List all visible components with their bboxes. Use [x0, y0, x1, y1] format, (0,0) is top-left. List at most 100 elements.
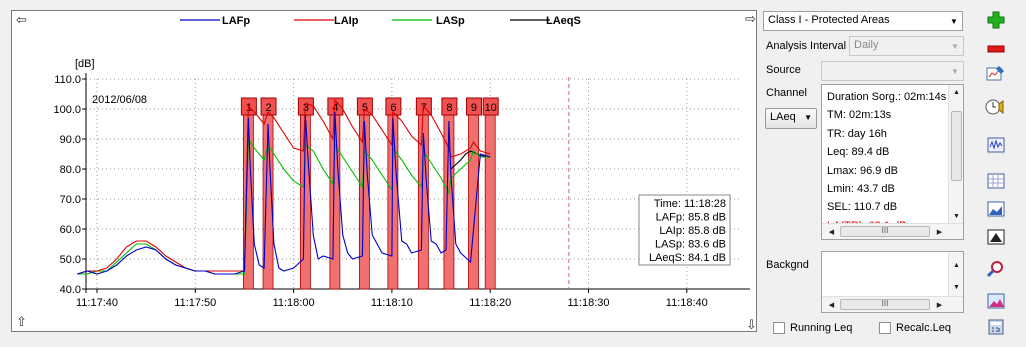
scroll-thumb-h[interactable]: III [840, 299, 930, 310]
class-select-value: Class I - Protected Areas [768, 14, 890, 26]
backgnd-hscroll[interactable]: ◀ III ▶ [822, 296, 963, 312]
source-label: Source [766, 64, 801, 76]
x-tick-label: 11:18:40 [666, 297, 708, 309]
y-axis: 110.0 100.0 90.0 80.0 70.0 60.0 50.0 40.0 [53, 74, 86, 296]
channel-button[interactable]: LAeq ▼ [765, 108, 817, 129]
chart-panel[interactable]: LAFp LAIp LASp LAeqS [dB] 110.0 100.0 90.0 80.… [11, 10, 757, 332]
event-marker-flag[interactable] [465, 97, 482, 116]
y-tick-label: 100.0 [53, 104, 81, 116]
channel-button-label: LAeq [770, 111, 796, 123]
backgnd-label: Backgnd [766, 259, 809, 271]
event-marker-flag[interactable] [356, 97, 373, 116]
source-select[interactable]: ▼ [821, 61, 964, 81]
stat-line: Lmin: 43.7 dB [827, 183, 895, 196]
analysis-interval-select[interactable]: Daily ▼ [849, 36, 964, 56]
y-tick-label: 60.0 [60, 224, 81, 236]
remove-icon[interactable] [984, 38, 1008, 60]
checkbox-box[interactable] [773, 322, 785, 334]
event-marker-flag[interactable] [482, 97, 499, 116]
event-markers[interactable]: 1 2 3 4 5 6 7 8 9 10 [240, 97, 499, 290]
tooltip-lasp: LASp: 83.6 dB [655, 239, 726, 251]
grid-chart-icon[interactable] [984, 170, 1008, 192]
x-tick-label: 11:17:40 [76, 297, 118, 309]
legend-label-laeqs: LAeqS [546, 15, 581, 27]
event-marker-label: 9 [471, 102, 477, 114]
event-marker-bar[interactable] [484, 114, 496, 290]
triangle-chart-icon[interactable] [984, 226, 1008, 248]
stats-lines: Duration Sorg.: 02m:14s TM: 02m:13s TR: da… [822, 88, 947, 235]
image-chart-icon[interactable] [984, 290, 1008, 312]
analysis-interval-value: Daily [854, 39, 879, 51]
scroll-up-icon[interactable]: ▲ [953, 261, 960, 269]
chevron-down-icon[interactable]: ▼ [951, 66, 959, 76]
scroll-thumb-h[interactable]: III [840, 226, 930, 237]
chevron-down-icon[interactable]: ▼ [951, 41, 959, 51]
backgnd-list[interactable]: ▲ ▼ ◀ III ▶ [821, 251, 964, 313]
tooltip-time: Time: 11:18:28 [654, 198, 726, 210]
tooltip-laip: LAIp: 85.8 dB [659, 225, 726, 237]
value-tooltip: Time: 11:18:28 LAFp: 85.8 dB LAIp: 85.8 … [638, 194, 731, 266]
event-marker-label: 4 [332, 102, 338, 114]
calculator-icon[interactable] [984, 316, 1008, 338]
y-unit-label: [dB] [75, 58, 95, 70]
search-chart-icon[interactable] [984, 258, 1008, 280]
event-marker-label: 10 [485, 102, 497, 114]
time-history-chart[interactable]: LAFp LAIp LASp LAeqS [dB] 110.0 100.0 90.0 80.… [12, 11, 756, 331]
event-marker-flag[interactable] [385, 97, 402, 116]
stats-list[interactable]: Duration Sorg.: 02m:14s TM: 02m:13s TR: da… [821, 84, 964, 240]
tooltip-laeqs: LAeqS: 84.1 dB [649, 252, 726, 264]
y-tick-label: 90.0 [60, 134, 81, 146]
stats-hscroll[interactable]: ◀ III ▶ [822, 223, 963, 239]
scroll-left-icon[interactable]: ◀ [828, 301, 835, 309]
checkbox-box[interactable] [879, 322, 891, 334]
x-tick-label: 11:18:00 [273, 297, 315, 309]
running-leq-checkbox[interactable]: Running Leq [773, 322, 852, 334]
stat-line: SEL: 110.7 dB [827, 201, 898, 214]
scroll-grip: III [881, 299, 889, 308]
pan-right-icon[interactable]: ⇨ [745, 12, 756, 27]
event-marker-flag[interactable] [441, 97, 458, 116]
scroll-down-icon[interactable]: ▼ [953, 212, 960, 220]
area-chart-icon[interactable] [984, 198, 1008, 220]
scroll-up-icon[interactable]: ▲ [953, 88, 960, 96]
stat-line: TM: 02m:13s [827, 109, 892, 122]
recalc-leq-label: Recalc.Leq [896, 322, 952, 334]
series-line-lafp [77, 111, 491, 275]
scroll-down-icon[interactable]: ▼ [953, 283, 960, 291]
event-marker-label: 8 [446, 102, 452, 114]
chart-legend: LAFp LAIp LASp LAeqS [180, 15, 581, 27]
waveform-icon[interactable] [984, 134, 1008, 156]
pan-down-icon[interactable]: ⇩ [746, 318, 757, 333]
legend-label-lasp: LASp [436, 15, 465, 27]
chevron-down-icon[interactable]: ▼ [950, 16, 958, 26]
x-tick-label: 11:18:30 [567, 297, 609, 309]
tooltip-lafp: LAFp: 85.8 dB [656, 212, 726, 224]
stats-vscroll[interactable]: ▲ ▼ [948, 85, 963, 223]
scroll-right-icon[interactable]: ▶ [936, 301, 943, 309]
scroll-thumb[interactable] [951, 111, 962, 181]
y-tick-label: 40.0 [60, 284, 81, 296]
backgnd-vscroll[interactable]: ▲ ▼ [948, 252, 963, 296]
legend-label-lafp: LAFp [222, 15, 250, 27]
channel-label: Channel [766, 87, 807, 99]
stat-line: TR: day 16h [827, 127, 887, 140]
event-marker-label: 5 [362, 102, 368, 114]
recalc-leq-checkbox[interactable]: Recalc.Leq [879, 322, 951, 334]
add-icon[interactable] [984, 9, 1008, 31]
scroll-left-icon[interactable]: ◀ [828, 228, 835, 236]
event-marker-flag[interactable] [260, 97, 277, 116]
y-tick-label: 70.0 [60, 194, 81, 206]
clock-sound-icon[interactable] [984, 96, 1008, 118]
chart-edit-icon[interactable] [984, 62, 1008, 84]
running-leq-label: Running Leq [790, 322, 853, 334]
series-lines [77, 98, 491, 275]
pan-up-icon[interactable]: ⇧ [16, 315, 27, 330]
series-line-laeqs [450, 150, 491, 170]
x-tick-label: 11:18:10 [371, 297, 413, 309]
class-select[interactable]: Class I - Protected Areas ▼ [763, 11, 963, 31]
x-tick-label: 11:17:50 [174, 297, 216, 309]
pan-left-icon[interactable]: ⇦ [16, 13, 27, 28]
legend-label-laip: LAIp [334, 15, 359, 27]
chevron-down-icon: ▼ [804, 113, 812, 122]
scroll-right-icon[interactable]: ▶ [936, 228, 943, 236]
